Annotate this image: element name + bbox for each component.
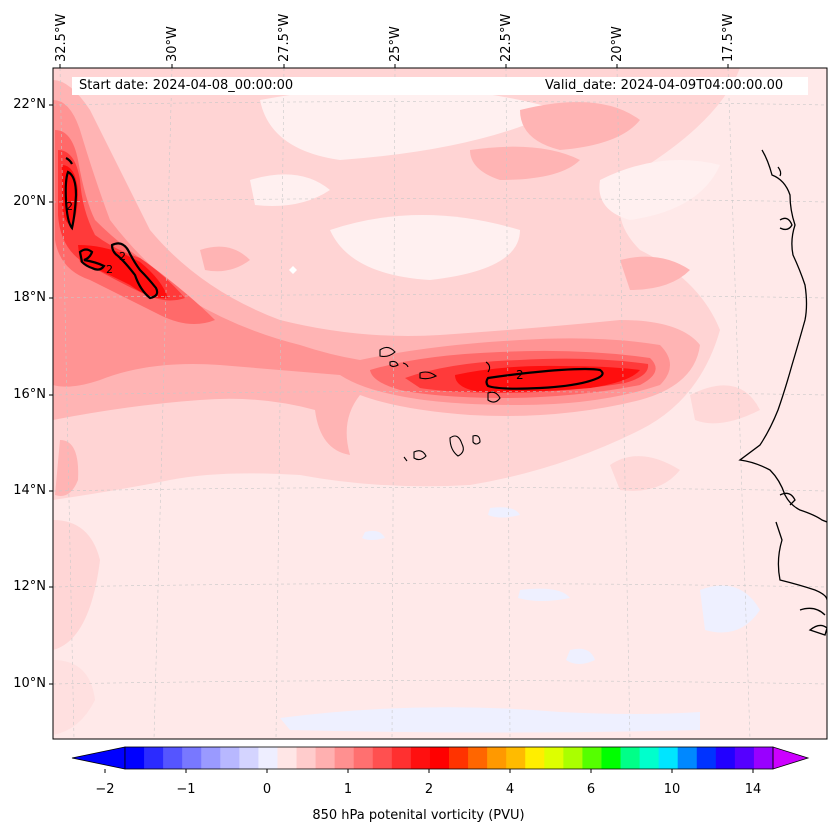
colorbar-swatch	[125, 747, 145, 769]
colorbar-swatch	[315, 747, 336, 769]
colorbar-swatch	[639, 747, 660, 769]
colorbar-swatch	[506, 747, 526, 769]
colorbar-tick: 10	[663, 782, 681, 797]
colorbar-swatch	[372, 747, 393, 769]
colorbar-swatch	[277, 747, 298, 769]
colorbar-swatch	[220, 747, 240, 769]
colorbar-label: 850 hPa potenital vorticity (PVU)	[312, 808, 525, 823]
cape-verde-islands	[379, 346, 501, 462]
colorbar-swatch	[753, 747, 774, 769]
colorbar-tick: 4	[505, 782, 515, 797]
coastline	[738, 149, 827, 636]
lat-label: 22°N	[13, 97, 46, 112]
colorbar-tick: 0	[262, 782, 272, 797]
lat-label: 18°N	[13, 290, 46, 305]
valid-date: Valid_date: 2024-04-09T04:00:00.00	[545, 78, 784, 93]
colorbar-swatch	[144, 747, 164, 769]
map-frame	[52, 67, 828, 740]
colorbar-frame	[124, 746, 774, 770]
colorbar-swatch	[525, 747, 545, 769]
colorbar-swatch	[734, 747, 755, 769]
colorbar-swatch	[563, 747, 583, 769]
contour-label: 2	[516, 368, 524, 382]
colorbar-swatch	[620, 747, 641, 769]
colorbar-tick: 2	[424, 782, 434, 797]
colorbar-tick: −1	[176, 782, 196, 797]
colorbar-swatch	[201, 747, 221, 769]
lon-label: 20°W	[610, 26, 625, 62]
colorbar-swatch	[449, 747, 469, 769]
lon-label: 27.5°W	[277, 13, 292, 62]
contour-label: 2	[106, 263, 113, 276]
colorbar-swatch	[182, 747, 202, 769]
colorbar-swatch	[239, 747, 259, 769]
colorbar-swatch	[468, 747, 488, 769]
colorbar-swatch	[658, 747, 679, 769]
colorbar-tick: 14	[744, 782, 762, 797]
colorbar-swatch	[544, 747, 564, 769]
lon-label: 17.5°W	[721, 13, 736, 62]
lon-label: 22.5°W	[499, 13, 514, 62]
colorbar	[71, 746, 810, 773]
colorbar-swatch	[696, 747, 717, 769]
lon-label: 25°W	[388, 26, 403, 62]
colorbar-swatch	[677, 747, 698, 769]
contour-label: 2	[119, 250, 126, 263]
contour-label: 2	[66, 200, 73, 213]
lat-label: 10°N	[13, 676, 46, 691]
colorbar-extend-high	[772, 746, 810, 770]
pv-2-contours	[64, 157, 604, 390]
colorbar-extend-low	[71, 746, 126, 770]
colorbar-tick: −2	[95, 782, 115, 797]
colorbar-swatch	[582, 747, 602, 769]
colorbar-tick: 1	[343, 782, 353, 797]
colorbar-swatch	[353, 747, 374, 769]
lon-label: 32.5°W	[54, 13, 69, 62]
colorbar-swatch	[715, 747, 736, 769]
lon-label: 30°W	[165, 26, 180, 62]
lat-label: 14°N	[13, 483, 46, 498]
colorbar-swatch	[163, 747, 183, 769]
colorbar-swatch	[601, 747, 622, 769]
map-field	[53, 68, 827, 739]
colorbar-swatch	[429, 747, 450, 769]
start-date: Start date: 2024-04-08_00:00:00	[79, 78, 294, 93]
colorbar-swatch	[258, 747, 278, 769]
lat-label: 16°N	[13, 387, 46, 402]
colorbar-swatch	[410, 747, 431, 769]
colorbar-swatch	[391, 747, 412, 769]
colorbar-tick: 6	[586, 782, 596, 797]
colorbar-swatch	[296, 747, 317, 769]
colorbar-swatch	[334, 747, 355, 769]
lat-label: 20°N	[13, 194, 46, 209]
lat-label: 12°N	[13, 579, 46, 594]
info-bar	[72, 77, 808, 95]
colorbar-swatch	[487, 747, 507, 769]
